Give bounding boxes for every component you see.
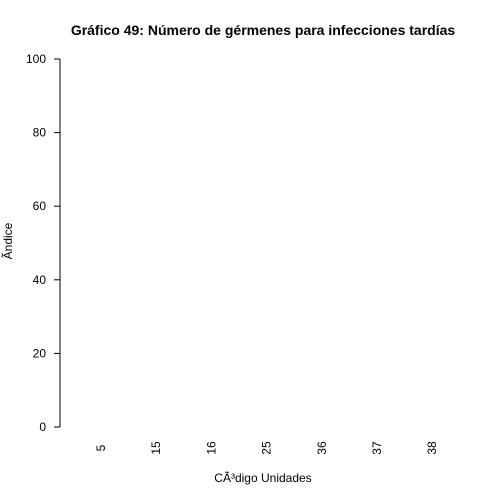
x-tick-label: 37 xyxy=(370,441,384,455)
x-tick-label: 36 xyxy=(315,441,329,455)
x-tick-label: 16 xyxy=(204,441,218,455)
chart-title: Gráfico 49: Número de gérmenes para infe… xyxy=(70,22,456,38)
y-axis-label: Ãndice xyxy=(1,222,15,260)
x-tick-label: 38 xyxy=(425,441,439,455)
x-axis-label: CÃ³digo Unidades xyxy=(214,471,312,485)
x-tick-label: 5 xyxy=(94,444,108,451)
y-tick-label: 60 xyxy=(33,199,47,213)
y-tick-label: 40 xyxy=(33,273,47,287)
y-tick-label: 80 xyxy=(33,126,47,140)
y-tick-label: 0 xyxy=(39,420,46,434)
y-tick-label: 20 xyxy=(33,346,47,360)
x-tick-label: 25 xyxy=(260,441,274,455)
x-tick-label: 15 xyxy=(149,441,163,455)
y-tick-label: 100 xyxy=(26,52,46,66)
